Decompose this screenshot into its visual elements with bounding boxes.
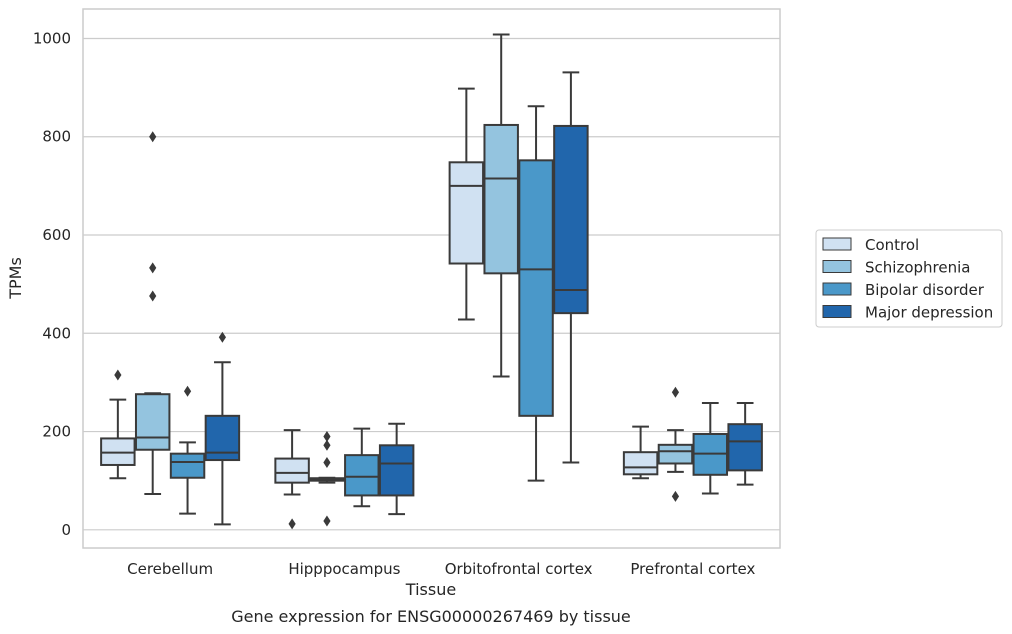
box-group — [727, 402, 763, 486]
y-axis-label: TPMs — [6, 257, 25, 300]
box-group — [169, 385, 206, 515]
outlier-point — [149, 290, 157, 302]
chart-caption: Gene expression for ENSG00000267469 by t… — [231, 607, 631, 626]
legend-swatch — [822, 260, 852, 273]
y-tick-label: 1000 — [33, 29, 71, 47]
outlier-point — [183, 385, 192, 397]
box-group — [309, 430, 345, 527]
legend: Control Schizophrenia Bipolar disorder Majo… — [815, 229, 1003, 328]
outlier-point — [323, 515, 331, 527]
legend-frame — [815, 229, 1003, 328]
outlier-point — [288, 518, 296, 530]
box-group — [448, 87, 485, 321]
box — [622, 451, 659, 476]
grid — [83, 37, 780, 531]
legend-entry-label: Major depression — [865, 304, 993, 322]
outlier-point — [149, 262, 157, 274]
x-tick-label: Orbitofrontal cortex — [445, 560, 593, 578]
box — [344, 454, 380, 497]
box-group — [692, 402, 729, 495]
y-tick-label: 800 — [42, 128, 71, 146]
y-tick-label: 200 — [42, 423, 71, 441]
box — [169, 452, 206, 479]
legend-entry-label: Control — [865, 236, 919, 254]
box — [134, 393, 171, 451]
plot-area-frame — [82, 8, 781, 549]
y-tick-label: 600 — [42, 226, 71, 244]
box-plots — [100, 33, 763, 530]
box — [483, 123, 519, 275]
y-tick-label: 0 — [61, 521, 71, 539]
box-group — [378, 422, 415, 516]
box-group — [274, 429, 310, 530]
outlier-point — [323, 457, 331, 469]
y-axis-ticks: 0 200 400 600 800 1000 — [33, 29, 71, 538]
box-group — [622, 425, 659, 480]
box — [378, 444, 415, 497]
box — [553, 124, 589, 315]
box-group — [344, 427, 380, 508]
box-group — [657, 386, 694, 502]
x-tick-label: Prefrontal cortex — [630, 560, 755, 578]
box-group — [553, 71, 589, 464]
outlier-point — [149, 131, 157, 143]
outlier-point — [218, 331, 226, 343]
legend-entry-label: Schizophrenia — [865, 259, 970, 277]
x-tick-label: Hipppocampus — [288, 560, 400, 578]
x-axis-ticks: Cerebellum Hipppocampus Orbitofrontal cort… — [127, 560, 755, 578]
outlier-point — [671, 490, 680, 502]
legend-entry-label: Bipolar disorder — [865, 281, 985, 299]
outlier-point — [323, 439, 331, 451]
y-tick-label: 400 — [42, 324, 71, 342]
outlier-point — [671, 386, 680, 398]
box — [274, 457, 310, 484]
legend-swatch — [822, 237, 852, 251]
x-tick-label: Cerebellum — [127, 560, 213, 578]
box-group — [100, 369, 136, 480]
x-axis-label: Tissue — [405, 580, 456, 599]
box-group — [134, 131, 171, 495]
box-group — [204, 331, 241, 526]
box — [727, 423, 763, 472]
box — [448, 161, 485, 265]
outlier-point — [114, 369, 122, 381]
box-group — [483, 33, 519, 378]
box — [518, 159, 554, 417]
legend-swatch — [822, 305, 852, 318]
box-group — [518, 105, 554, 482]
outlier-point — [323, 430, 331, 442]
legend-swatch — [822, 282, 852, 296]
box — [657, 443, 694, 465]
